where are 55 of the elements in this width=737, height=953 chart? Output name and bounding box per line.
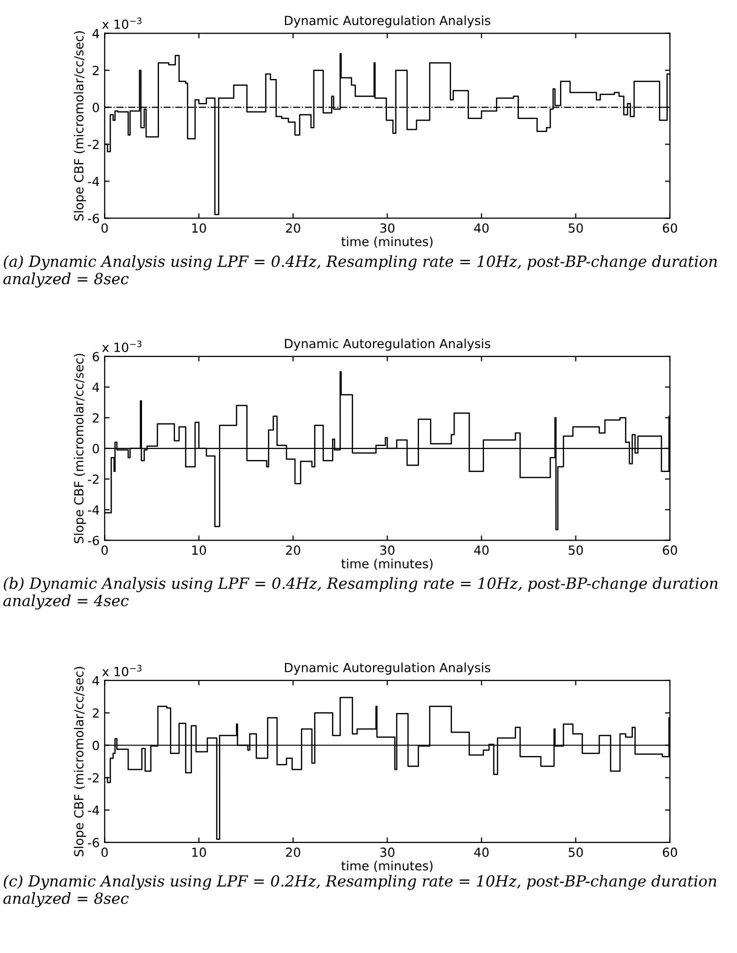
x-tick-label: 30 [380, 223, 394, 233]
x-tick-label: 0 [102, 848, 108, 857]
x-axis-title: time (minutes) [341, 860, 433, 872]
x-tick-label: 40 [474, 545, 489, 555]
x-tick-label: 10 [192, 848, 206, 857]
x-tick-label: 10 [192, 223, 206, 233]
y-tick-label: -2 [88, 474, 99, 484]
y-tick-label: -4 [88, 806, 100, 815]
y-tick-label: -6 [88, 214, 100, 224]
chart-title: Dynamic Autoregulation Analysis [284, 662, 490, 675]
y-tick-label: -2 [88, 773, 99, 782]
chart-title: Dynamic Autoregulation Analysis [284, 338, 490, 351]
y-axis-title: Slope CBF (micromolar/cc/sec) [74, 666, 86, 856]
y-tick-label: 2 [92, 413, 99, 422]
text: x 10$^{−3}$ [102, 340, 142, 352]
x-axis-title: time (minutes) [341, 236, 433, 248]
x-tick-label: 40 [474, 848, 489, 857]
y-tick-label: 0 [92, 740, 99, 750]
y-tick-label: 4 [92, 28, 100, 38]
y-tick-label: -2 [88, 140, 99, 150]
x-tick-label: 20 [286, 223, 300, 233]
x-tick-label: 0 [102, 545, 108, 555]
text: (a) Dynamic Analysis using LPF = 0.4Hz, Resampling rate = 10Hz, post-BP-change duration analyzed = 8sec [3, 255, 717, 288]
x-tick-label: 20 [286, 848, 300, 857]
y-tick-label: 4 [92, 382, 100, 392]
x-tick-label: 0 [102, 223, 108, 233]
y-tick-label: 0 [92, 102, 99, 112]
x-tick-label: 50 [568, 223, 583, 233]
y-tick-label: -4 [88, 505, 100, 514]
x-axis-title: time (minutes) [341, 558, 433, 570]
y-tick-label: -6 [88, 536, 100, 546]
x-tick-label: 30 [380, 545, 394, 555]
text: x 10$^{−3}$ [102, 18, 142, 29]
x-tick-label: 60 [662, 545, 678, 555]
x-tick-label: 50 [568, 848, 583, 857]
x-tick-label: 50 [568, 545, 583, 555]
y-tick-label: 2 [92, 66, 99, 76]
y-axis-title: Slope CBF (micromolar/cc/sec) [74, 354, 86, 544]
x-tick-label: 20 [286, 545, 300, 555]
y-tick-label: -4 [88, 176, 100, 186]
y-tick-label: 2 [92, 708, 99, 718]
text: x 10$^{−3}$ [102, 664, 142, 676]
x-tick-label: 10 [192, 545, 206, 555]
y-tick-label: 6 [92, 352, 100, 362]
x-tick-label: 30 [380, 848, 394, 857]
y-tick-label: 4 [92, 676, 100, 686]
y-axis-title: Slope CBF (micromolar/cc/sec) [74, 31, 86, 221]
y-tick-label: 0 [92, 444, 99, 454]
text: (b) Dynamic Analysis using LPF = 0.4Hz, Resampling rate = 10Hz, post-BP-change duration analyzed = 4sec [3, 577, 718, 610]
x-tick-label: 40 [474, 223, 489, 233]
x-tick-label: 60 [662, 848, 678, 857]
text: (c) Dynamic Analysis using LPF = 0.2Hz, Resampling rate = 10Hz, post-BP-change duration analyzed = 8sec [3, 874, 716, 908]
y-tick-label: -6 [88, 838, 100, 848]
x-tick-label: 60 [662, 223, 678, 233]
chart-title: Dynamic Autoregulation Analysis [284, 16, 490, 28]
